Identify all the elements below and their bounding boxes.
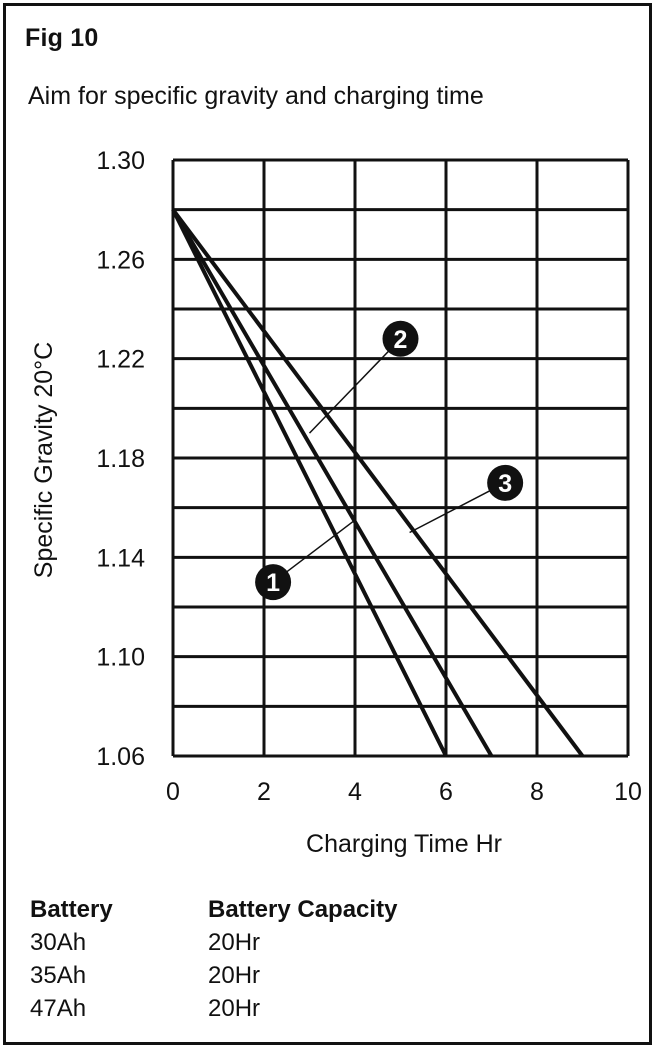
x-tick-label: 10 <box>614 778 642 806</box>
series-marker-1 <box>255 564 292 601</box>
x-axis-label: Charging Time Hr <box>306 830 502 858</box>
legend-battery-1: 30Ah <box>30 929 87 956</box>
series-line-3 <box>171 208 585 758</box>
chart-subtitle: Aim for specific gravity and charging ti… <box>28 82 484 110</box>
chart-series <box>171 208 585 758</box>
legend-battery-3: 47Ah <box>30 995 87 1022</box>
series-line-1 <box>171 208 448 757</box>
legend-capacity-1: 20Hr <box>208 929 261 956</box>
y-axis-label: Specific Gravity 20°C <box>30 342 58 578</box>
chart-ticks: 1.06 1.10 1.14 1.18 1.22 1.26 1.30 0 2 4 6 8 10 <box>96 147 642 806</box>
leader-line-2 <box>308 338 402 434</box>
chart-markers: 1 2 3 <box>255 320 524 601</box>
legend-capacity-2: 20Hr <box>208 962 261 989</box>
y-tick-label: 1.10 <box>96 644 145 672</box>
chart: 1.061.101.141.181.221.261.300 2 4 6 8 10 123 … <box>30 147 642 858</box>
figure-label: Fig 10 <box>25 24 99 52</box>
legend-battery-2: 35Ah <box>30 962 87 989</box>
y-tick-label: 1.14 <box>96 544 145 572</box>
series-marker-2 <box>382 320 419 357</box>
series-marker-label-2: 2 <box>394 326 408 354</box>
x-tick-label: 4 <box>348 778 362 806</box>
legend-header-capacity: Battery Capacity <box>208 896 398 923</box>
x-tick-label: 8 <box>530 778 544 806</box>
x-tick-label: 0 <box>166 778 180 806</box>
figure-frame <box>3 3 652 1045</box>
x-tick-label: 2 <box>257 778 271 806</box>
x-tick-label: 6 <box>439 778 453 806</box>
series-marker-label-1: 1 <box>266 569 280 597</box>
y-tick-label: 1.22 <box>96 346 145 374</box>
legend-capacity-3: 20Hr <box>208 995 261 1022</box>
series-line-2 <box>171 208 494 758</box>
y-tick-label: 1.26 <box>96 246 145 274</box>
series-marker-3 <box>487 464 524 501</box>
series-marker-label-3: 3 <box>498 470 512 498</box>
y-tick-label: 1.06 <box>96 743 145 771</box>
y-tick-label: 1.18 <box>96 445 145 473</box>
y-tick-label: 1.30 <box>96 147 145 175</box>
legend-header-battery: Battery <box>30 896 113 923</box>
